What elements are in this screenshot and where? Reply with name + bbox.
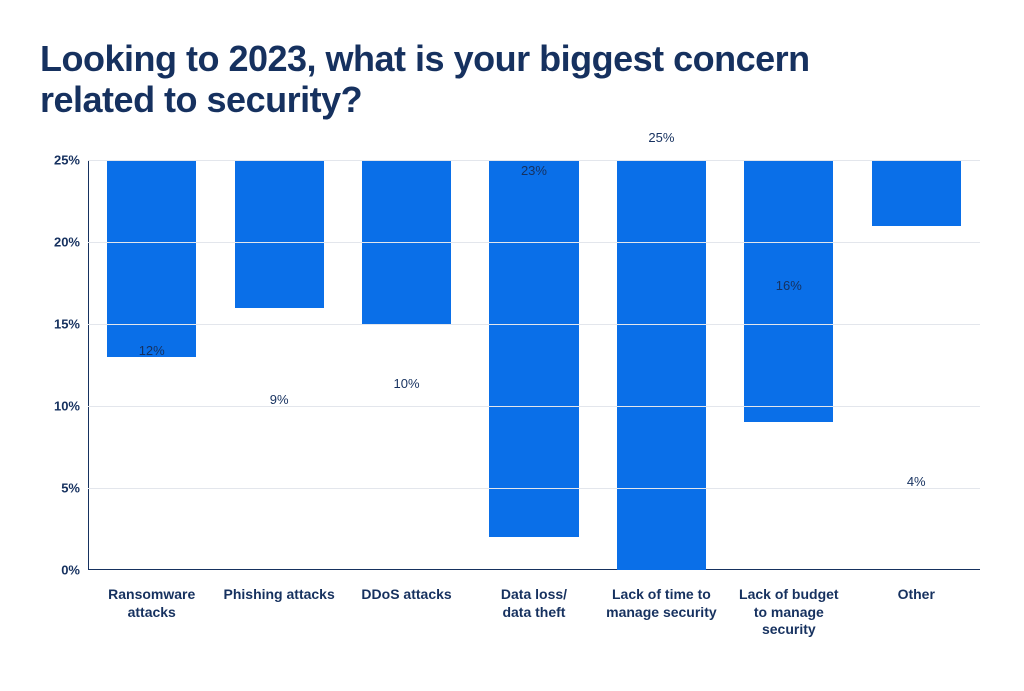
chart-title: Looking to 2023, what is your biggest co… (40, 38, 860, 121)
gridline (88, 488, 980, 489)
bar-value-label: 16% (776, 278, 802, 293)
x-label-slot: Ransomware attacks (88, 578, 215, 670)
bar-slot: 4% (853, 160, 980, 570)
bar-slot: 16% (725, 160, 852, 570)
bars-group: 12% 9% 10% 23% 25% 16% 4% (88, 160, 980, 570)
x-label: Data loss/data theft (501, 586, 567, 670)
chart-container: Looking to 2023, what is your biggest co… (0, 0, 1024, 691)
x-label-slot: Lack of time to manage security (598, 578, 725, 670)
bar-value-label: 23% (521, 163, 547, 178)
bar (872, 160, 961, 226)
gridline (88, 406, 980, 407)
y-tick-label: 15% (54, 317, 80, 332)
x-label-slot: DDoS attacks (343, 578, 470, 670)
x-label-slot: Lack of budget to manage security (725, 578, 852, 670)
y-tick-label: 25% (54, 153, 80, 168)
gridline (88, 324, 980, 325)
bar-value-label: 10% (394, 376, 420, 391)
bar-slot: 25% (598, 160, 725, 570)
bar (235, 160, 324, 308)
bar-slot: 23% (470, 160, 597, 570)
y-tick-label: 20% (54, 235, 80, 250)
plot-region: 12%9%10%23%25%16%4% 0%5%10%15%20%25% (88, 160, 980, 570)
bar (107, 160, 196, 357)
x-label: Phishing attacks (224, 586, 335, 670)
x-label: Lack of budget to manage security (731, 586, 846, 670)
y-tick-label: 5% (61, 481, 80, 496)
x-label: DDoS attacks (361, 586, 451, 670)
bar-slot: 10% (343, 160, 470, 570)
x-label: Ransomware attacks (94, 586, 209, 670)
bar (617, 160, 706, 570)
x-label: Other (898, 586, 935, 670)
x-label-slot: Other (853, 578, 980, 670)
x-label-slot: Data loss/data theft (470, 578, 597, 670)
y-tick-label: 0% (61, 563, 80, 578)
y-tick-label: 10% (54, 399, 80, 414)
x-label-slot: Phishing attacks (215, 578, 342, 670)
bar-slot: 9% (215, 160, 342, 570)
bar-slot: 12% (88, 160, 215, 570)
chart-area: 12% 9% 10% 23% 25% 16% 4% 0% 5% 10% 15% 20% 25% Ran… (40, 150, 990, 670)
bar (489, 160, 578, 537)
bar-value-label: 12% (139, 343, 165, 358)
bar-value-label: 25% (648, 130, 674, 145)
x-label: Lack of time to manage security (604, 586, 719, 670)
x-labels-group: Ransomware attacksPhishing attacks DDoS a… (88, 578, 980, 670)
gridline (88, 160, 980, 161)
gridline (88, 242, 980, 243)
